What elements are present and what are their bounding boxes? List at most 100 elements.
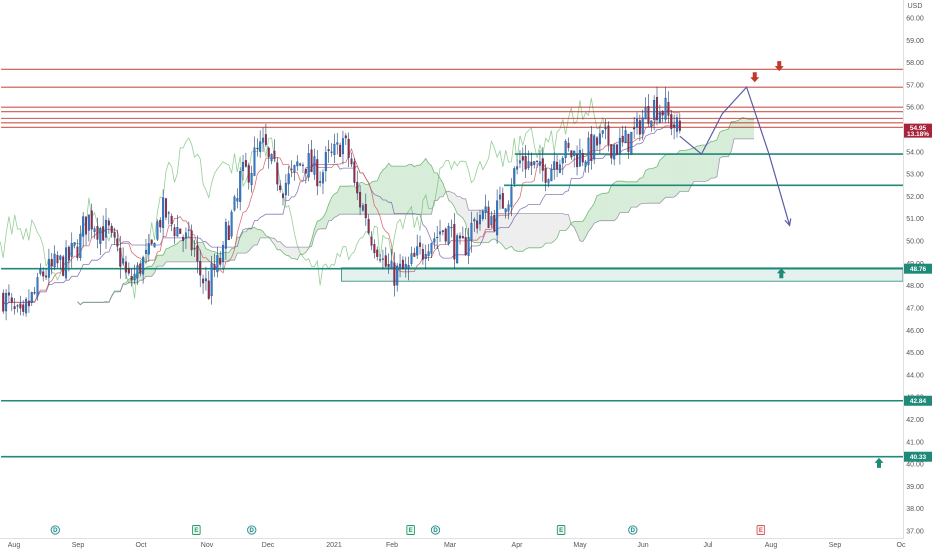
level-price-value: 48.76 — [910, 266, 927, 273]
dividend-marker — [247, 525, 257, 535]
y-tick-label: 52.00 — [906, 194, 924, 201]
candle — [250, 173, 253, 186]
y-tick-label: 39.00 — [906, 484, 924, 491]
arrow-down-icon — [750, 72, 760, 83]
candle — [324, 152, 327, 172]
candle — [504, 208, 507, 213]
cloud-segment — [400, 166, 403, 215]
cloud-segment — [599, 193, 603, 221]
candle — [2, 292, 5, 312]
candle — [410, 253, 413, 264]
candle — [133, 273, 136, 281]
cloud-segment — [208, 249, 212, 262]
candle — [85, 216, 88, 235]
cloud-segment — [662, 154, 666, 201]
candle — [16, 305, 19, 307]
candle — [361, 205, 364, 211]
candle — [496, 200, 499, 236]
candle — [25, 298, 28, 314]
cloud-segment — [525, 213, 529, 250]
cloud-segment — [622, 181, 626, 213]
candle — [570, 150, 573, 158]
x-tick-label: Apr — [512, 542, 524, 549]
candle — [633, 127, 636, 130]
candle — [27, 300, 30, 307]
candle — [604, 127, 607, 130]
candle — [59, 255, 62, 260]
cloud-segment — [291, 247, 295, 259]
cloud-segment — [591, 203, 595, 228]
candle — [393, 262, 396, 286]
cloud-segment — [163, 248, 166, 267]
candle — [573, 150, 576, 156]
cloud-segment — [539, 213, 543, 248]
currency-label: USD — [908, 3, 923, 10]
candle — [104, 219, 108, 238]
candle — [159, 220, 162, 228]
cloud-segment — [588, 207, 592, 232]
x-tick-label: Mar — [444, 542, 457, 549]
y-tick-label: 44.00 — [906, 372, 924, 379]
candle — [156, 221, 159, 240]
candle — [450, 226, 453, 229]
chikou-span-line — [0, 97, 606, 299]
cloud-segment — [714, 139, 717, 179]
projection-path — [679, 85, 791, 226]
y-tick-label: 54.00 — [906, 149, 924, 156]
candle — [616, 144, 619, 155]
candle — [107, 220, 110, 226]
candle — [282, 193, 285, 198]
candle — [576, 154, 579, 168]
candle — [50, 259, 53, 267]
candle — [490, 216, 493, 226]
cloud-segment — [659, 157, 663, 204]
candle — [216, 255, 219, 273]
earnings-marker — [192, 525, 201, 535]
cloud-segment — [420, 162, 423, 215]
cloud-segment — [314, 221, 318, 236]
y-tick-label: 58.00 — [906, 60, 924, 67]
current-price-change: 13.18% — [907, 131, 929, 138]
cloud-segment — [380, 169, 383, 215]
cloud-segment — [728, 121, 732, 157]
cloud-segment — [699, 145, 703, 182]
event-marker-label: D — [53, 528, 58, 534]
level-price-tag — [904, 451, 932, 462]
arrow-down-icon — [774, 61, 784, 72]
cloud-segment — [245, 228, 249, 254]
cloud-segment — [685, 149, 689, 192]
y-tick-label: 40.00 — [906, 462, 924, 469]
cloud-segment — [637, 178, 640, 208]
candle — [256, 147, 259, 150]
cloud-segment — [705, 143, 709, 182]
candle — [430, 243, 433, 254]
cloud-segment — [731, 121, 735, 152]
candle — [399, 263, 402, 269]
y-tick-label: 46.00 — [906, 328, 924, 335]
candle — [47, 259, 50, 278]
candle — [650, 120, 653, 127]
cloud-segment — [171, 245, 175, 262]
candle — [82, 216, 85, 237]
candle — [139, 263, 142, 274]
candle — [70, 243, 73, 257]
candle — [53, 253, 56, 268]
candle — [670, 114, 673, 129]
cloud-segment — [283, 244, 286, 256]
candle — [144, 249, 147, 254]
candle — [65, 247, 68, 279]
cloud-segment — [294, 247, 298, 260]
y-tick-label: 57.00 — [906, 82, 924, 89]
level-price-tag — [904, 263, 932, 274]
candle — [553, 161, 556, 170]
cloud-segment — [682, 150, 686, 192]
candle — [202, 278, 205, 284]
cloud-segment — [311, 229, 315, 247]
candle — [404, 264, 407, 270]
cloud-segment — [237, 237, 241, 254]
candle — [176, 226, 179, 237]
event-marker-label: E — [559, 528, 563, 534]
candle — [150, 239, 153, 244]
